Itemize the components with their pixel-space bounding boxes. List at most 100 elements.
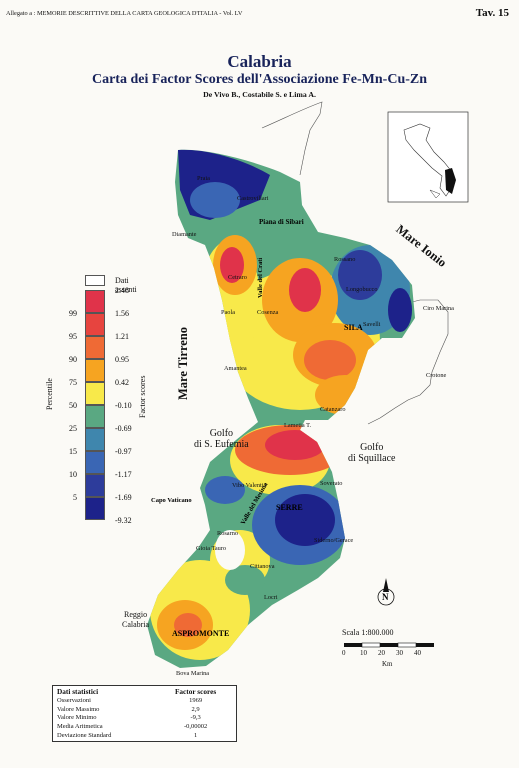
stats-row: Media Aritmetica -0,00002 bbox=[53, 723, 236, 732]
place-soverato: Soverato bbox=[320, 480, 343, 487]
stats-col-header: Factor scores bbox=[174, 687, 217, 696]
legend-percentile-value: 90 bbox=[69, 355, 77, 364]
gulf-squillace: Golfo di Squillace bbox=[348, 442, 396, 464]
gulf-eufemia-line2: di S. Eufemia bbox=[194, 439, 249, 450]
legend-factor-value: -1.69 bbox=[115, 493, 132, 502]
stats-value: -9,3 bbox=[190, 714, 201, 722]
place-cetraro: Cetraro bbox=[228, 274, 247, 281]
coastline-north bbox=[261, 101, 323, 176]
sea-tirreno: Mare Tirreno bbox=[176, 326, 190, 400]
place-rossano: Rossano bbox=[334, 256, 356, 263]
legend-percentile-value: 75 bbox=[69, 378, 77, 387]
stats-title: Dati statistici bbox=[57, 687, 99, 696]
scale-bar bbox=[344, 642, 434, 648]
stats-label: Osservazioni bbox=[57, 697, 91, 704]
stats-value: 1969 bbox=[189, 697, 203, 704]
legend-factor-value: 1.21 bbox=[115, 332, 129, 341]
place-diamante: Diamante bbox=[172, 231, 197, 238]
scale: Scala 1:800.000 bbox=[342, 628, 394, 637]
legend-swatch bbox=[85, 428, 105, 451]
place-rosarno: Rosarno bbox=[217, 530, 238, 537]
legend-absent-label: Dati assenti bbox=[115, 276, 137, 294]
stats-row: Valore Minimo -9,3 bbox=[53, 714, 236, 723]
stats-value: 1 bbox=[193, 731, 198, 739]
scale-tick-label: 10 bbox=[360, 649, 367, 657]
legend-absent-swatch bbox=[85, 275, 105, 286]
place-praia: Praia bbox=[197, 175, 210, 182]
legend-factor-value: 0.42 bbox=[115, 378, 129, 387]
legend-factor-value: 2.48 bbox=[115, 286, 129, 295]
scale-unit: Km bbox=[382, 660, 393, 668]
place-amantea: Amantea bbox=[224, 365, 247, 372]
legend-percentile-title: Percentile bbox=[45, 378, 54, 410]
legend-factor-value: 1.56 bbox=[115, 309, 129, 318]
place-siderno: Siderno/Gerace bbox=[314, 537, 354, 544]
legend-swatch bbox=[85, 290, 105, 313]
region-piana-sibari: Piana di Sibari bbox=[259, 218, 304, 226]
place-castrovillari: Castrovillari bbox=[237, 195, 269, 202]
legend-factor-value: -0.69 bbox=[115, 424, 132, 433]
coastline-east bbox=[367, 299, 449, 425]
place-bova: Bova Marina bbox=[176, 670, 210, 677]
legend-factor-title: Factor scores bbox=[138, 375, 147, 418]
place-cittanova: Cittanova bbox=[250, 563, 275, 570]
gulf-squillace-line1: Golfo bbox=[360, 442, 384, 453]
calabria-highlight bbox=[445, 168, 456, 194]
place-catanzaro: Catanzaro bbox=[320, 406, 346, 413]
region-serre: SERRE bbox=[276, 503, 303, 512]
map-subtitle: Carta dei Factor Scores dell'Associazion… bbox=[91, 72, 428, 87]
stats-value: -0,00002 bbox=[183, 723, 208, 731]
legend-swatch bbox=[85, 451, 105, 474]
region-valle-crati: Valle del Crati bbox=[257, 258, 264, 298]
region-aspromonte: ASPROMONTE bbox=[172, 629, 229, 638]
gulf-eufemia: Golfo di S. Eufemia bbox=[194, 428, 249, 450]
place-crotone: Crotone bbox=[426, 372, 447, 379]
scale-tick-label: 20 bbox=[378, 649, 385, 657]
legend-percentile-value: 5 bbox=[73, 493, 77, 502]
stats-row: Valore Massimo 2,9 bbox=[53, 706, 236, 715]
scale-title: Scala 1:800.000 bbox=[342, 628, 394, 637]
stats-row: Osservazioni 1969 bbox=[53, 697, 236, 706]
legend-swatch bbox=[85, 336, 105, 359]
north-arrow-icon bbox=[383, 578, 389, 592]
place-ciro: Ciro Marina bbox=[423, 305, 454, 312]
legend-factor-value: -1.17 bbox=[115, 470, 132, 479]
stats-table: Dati statistici Factor scores Osservazion… bbox=[52, 685, 237, 742]
place-reggio: Reggio Calabria bbox=[122, 610, 150, 629]
stats-row: Deviazione Standard 1 bbox=[53, 732, 236, 741]
scale-tick-label: 40 bbox=[414, 649, 421, 657]
stats-value: 2,9 bbox=[191, 705, 200, 713]
legend-percentile-value: 50 bbox=[69, 401, 77, 410]
legend-factor-value: -9.32 bbox=[115, 516, 132, 525]
legend-swatch bbox=[85, 313, 105, 336]
stats-label: Valore Massimo bbox=[57, 705, 100, 713]
series-header: Allegato a : MEMORIE DESCRITTIVE DELLA C… bbox=[6, 10, 243, 17]
stats-label: Deviazione Standard bbox=[57, 731, 112, 739]
place-savelli: Savelli bbox=[363, 321, 381, 328]
italy-inset-frame bbox=[387, 111, 469, 203]
scale-tick-label: 30 bbox=[396, 649, 403, 657]
stats-label: Media Aritmetica bbox=[57, 723, 103, 731]
gulf-eufemia-line1: Golfo bbox=[209, 428, 234, 439]
scale-tick-label: 0 bbox=[342, 649, 346, 657]
legend-factor-value: -0.10 bbox=[115, 401, 132, 410]
place-gioia: Gioia Tauro bbox=[196, 545, 227, 552]
legend-swatch bbox=[85, 359, 105, 382]
region-capo-vaticano: Capo Vaticano bbox=[151, 497, 192, 504]
map-title: Calabria bbox=[227, 52, 292, 71]
legend-percentile-value: 10 bbox=[69, 470, 77, 479]
legend-swatch bbox=[85, 474, 105, 497]
place-cosenza: Cosenza bbox=[257, 309, 279, 316]
legend-factor-value: 0.95 bbox=[115, 355, 129, 364]
region-sila: SILA bbox=[344, 323, 363, 332]
map-authors: De Vivo B., Costabile S. e Lima A. bbox=[203, 90, 316, 99]
legend-percentile-value: 15 bbox=[69, 447, 77, 456]
sicily-outline bbox=[429, 189, 441, 199]
place-lamezia: Lametia T. bbox=[284, 422, 312, 429]
north-label: N bbox=[382, 592, 389, 602]
legend-swatch bbox=[85, 382, 105, 405]
place-locri: Locri bbox=[264, 594, 278, 601]
place-vibo: Vibo Valentia bbox=[232, 482, 267, 489]
place-longobucco: Longobucco bbox=[346, 286, 378, 293]
